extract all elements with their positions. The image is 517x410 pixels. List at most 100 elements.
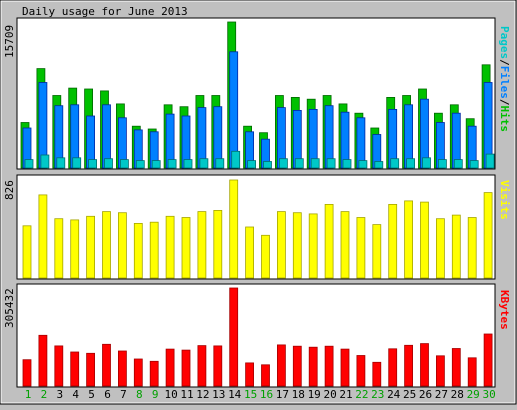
panel-hits-bars: [20, 21, 495, 169]
x-tick-label: 29: [467, 388, 480, 401]
visits-bar: [197, 211, 207, 279]
x-tick-label: 17: [276, 388, 289, 401]
x-tick-label: 11: [180, 388, 193, 401]
x-tick-label: 8: [136, 388, 143, 401]
panel-visits-plot-area: [16, 174, 496, 280]
kbytes-bar: [181, 349, 191, 387]
visits-bar: [86, 215, 95, 279]
x-tick-label: 19: [308, 388, 321, 401]
panel-visits: 826 Visits: [3, 174, 511, 280]
x-axis-day-labels: 1 2 3 4 5 6 7 8 9 10 11 12 13 14 15 16 17 18 19 20 21 22 23 24 2…: [25, 388, 496, 401]
visits-bar: [229, 179, 239, 279]
x-tick-label: 4: [72, 388, 79, 401]
kbytes-bar: [340, 348, 350, 387]
x-tick-label: 14: [228, 388, 242, 401]
visits-bar: [118, 212, 127, 279]
x-tick-label: 6: [104, 388, 111, 401]
kbytes-bar: [165, 348, 175, 387]
kbytes-bar: [435, 355, 445, 387]
kbytes-bar: [54, 345, 64, 387]
visits-bar: [467, 217, 477, 279]
pages-bar: [199, 158, 209, 169]
kbytes-bar: [388, 348, 398, 387]
x-tick-label: 5: [88, 388, 95, 401]
kbytes-bar: [118, 350, 127, 387]
x-tick-label: 28: [451, 388, 464, 401]
visits-bar: [356, 217, 366, 279]
kbytes-bar: [292, 345, 302, 387]
panel-kbytes-series-label: KBytes: [498, 290, 511, 330]
visits-bar: [420, 201, 429, 279]
pages-bar: [151, 160, 161, 169]
x-tick-label: 15: [244, 388, 257, 401]
x-tick-label: 1: [25, 388, 32, 401]
pages-bar: [263, 161, 272, 169]
visits-bar: [292, 212, 302, 279]
pages-bar: [120, 159, 129, 169]
chart-title: Daily usage for June 2013: [22, 5, 188, 18]
pages-bar: [135, 160, 145, 169]
kbytes-bar: [420, 343, 429, 387]
kbytes-bar: [102, 343, 111, 387]
pages-bar: [453, 159, 463, 169]
kbytes-bar: [197, 345, 207, 387]
pages-bar: [24, 159, 34, 169]
visits-bar: [308, 213, 318, 279]
x-tick-label: 25: [403, 388, 416, 401]
pages-bar: [422, 157, 431, 169]
pages-bar: [215, 158, 225, 169]
kbytes-bar: [276, 344, 286, 387]
panel-visits-series-label: Visits: [498, 180, 511, 220]
pages-bar: [374, 161, 384, 169]
x-tick-label: 18: [292, 388, 305, 401]
x-tick-label: 3: [56, 388, 63, 401]
series-label-part: /: [498, 59, 511, 66]
x-tick-label: 26: [419, 388, 432, 401]
panel-hits-series-label: Pages/Files/Hits: [498, 26, 511, 132]
kbytes-bar: [308, 346, 318, 387]
visits-bar: [245, 226, 255, 279]
pages-bar: [437, 159, 447, 169]
panel-kbytes-plot-area: [16, 283, 496, 388]
pages-bar: [358, 160, 368, 169]
series-label-part: KBytes: [498, 290, 511, 330]
visits-bar: [276, 211, 286, 279]
x-tick-label: 9: [152, 388, 159, 401]
kbytes-bar: [133, 358, 143, 387]
pages-bar: [231, 150, 241, 169]
pages-bar: [72, 157, 82, 169]
kbytes-bar: [70, 351, 80, 387]
pages-bar: [167, 159, 177, 169]
pages-bar: [278, 158, 288, 169]
pages-bar: [485, 153, 495, 169]
visits-bar: [38, 194, 48, 279]
pages-bar: [310, 158, 320, 169]
visits-bar: [54, 218, 64, 279]
pages-bar: [40, 154, 50, 169]
kbytes-bar: [261, 364, 270, 387]
pages-bar: [56, 157, 66, 169]
visits-bar: [149, 221, 159, 279]
series-label-part: Visits: [498, 180, 511, 220]
pages-bar: [326, 158, 336, 169]
kbytes-bar: [38, 334, 48, 387]
visits-bar: [181, 217, 191, 279]
kbytes-bar: [213, 345, 223, 387]
x-tick-label: 21: [339, 388, 352, 401]
visits-bar: [388, 203, 398, 279]
kbytes-bar: [356, 355, 366, 387]
panel-visits-max-label: 826: [3, 180, 16, 200]
x-tick-label: 10: [164, 388, 177, 401]
x-tick-label: 30: [482, 388, 495, 401]
pages-bar: [342, 159, 352, 169]
series-label-part: /: [498, 99, 511, 106]
x-tick-label: 22: [355, 388, 368, 401]
kbytes-bar: [483, 333, 493, 387]
panel-kbytes: 305432 KBytes: [3, 283, 511, 388]
kbytes-bar: [86, 352, 95, 387]
visits-bar: [102, 211, 111, 279]
panel-visits-bars: [22, 179, 493, 279]
kbytes-bar: [149, 360, 159, 387]
series-label-part: Pages: [498, 26, 511, 59]
